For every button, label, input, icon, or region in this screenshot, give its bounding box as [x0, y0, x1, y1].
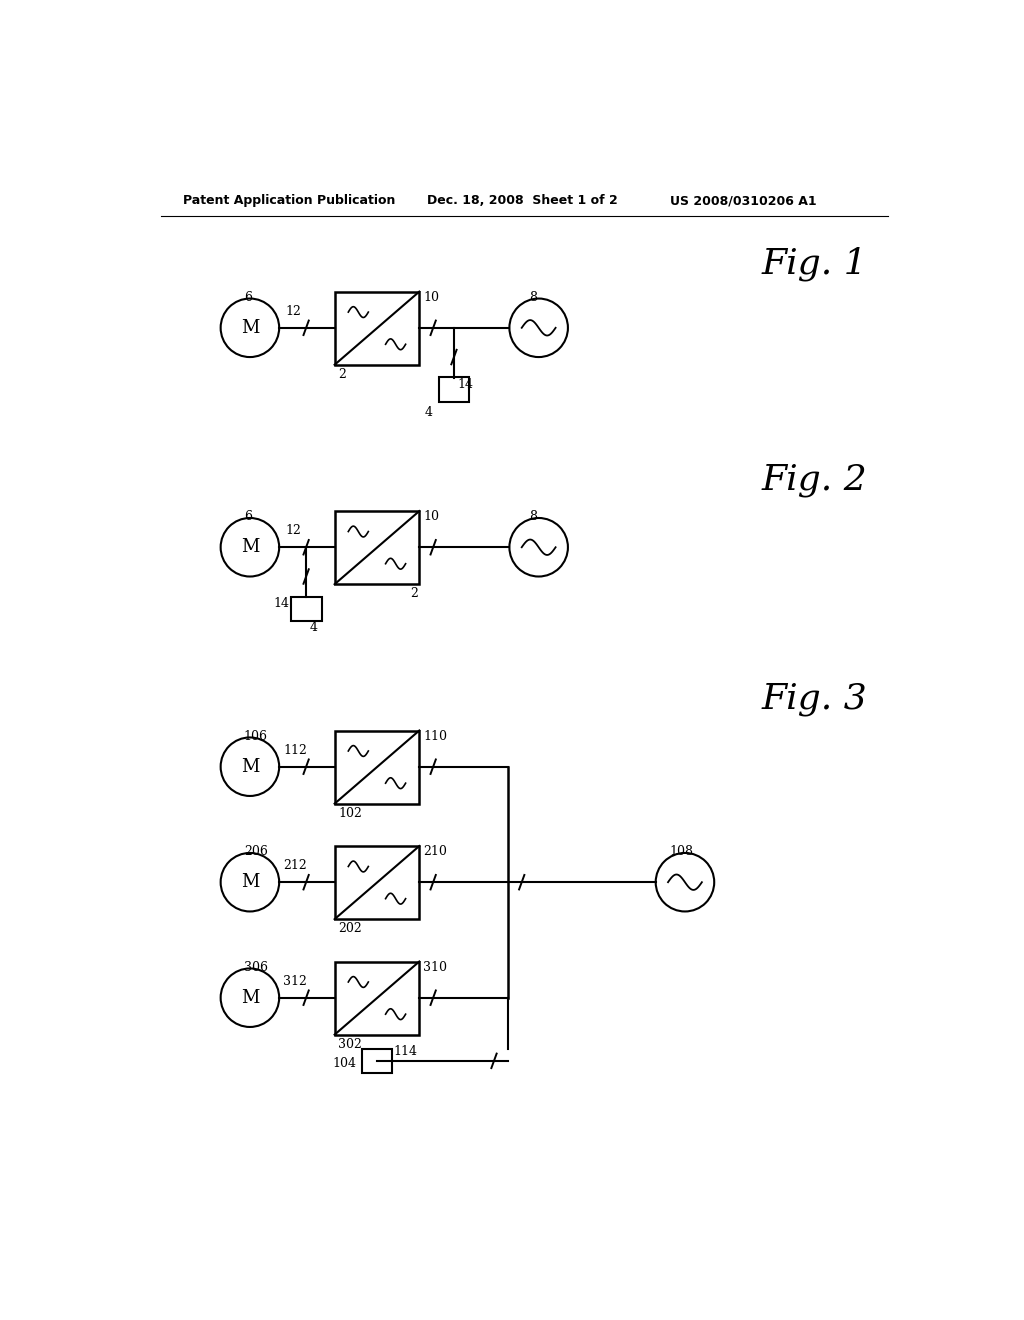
Text: 4: 4 — [425, 407, 433, 420]
Text: M: M — [241, 539, 259, 556]
Text: Fig. 1: Fig. 1 — [762, 247, 867, 281]
Text: 102: 102 — [339, 807, 362, 820]
Text: US 2008/0310206 A1: US 2008/0310206 A1 — [670, 194, 816, 207]
Text: M: M — [241, 989, 259, 1007]
Bar — [335, 511, 419, 585]
Text: 306: 306 — [244, 961, 267, 974]
Text: Fig. 3: Fig. 3 — [762, 682, 867, 715]
Text: 14: 14 — [458, 378, 474, 391]
Text: M: M — [241, 758, 259, 776]
Bar — [335, 292, 419, 364]
Text: 12: 12 — [286, 305, 301, 318]
Text: 302: 302 — [339, 1038, 362, 1051]
Text: 104: 104 — [333, 1057, 356, 1071]
Text: Fig. 2: Fig. 2 — [762, 462, 867, 496]
Text: 108: 108 — [670, 845, 693, 858]
Text: 202: 202 — [339, 923, 362, 936]
Text: 4: 4 — [310, 622, 318, 634]
Text: 6: 6 — [244, 511, 252, 523]
Text: 310: 310 — [423, 961, 447, 974]
Text: 12: 12 — [286, 524, 301, 537]
Text: 206: 206 — [244, 845, 267, 858]
Bar — [335, 961, 419, 1035]
Bar — [361, 1048, 392, 1073]
Text: 10: 10 — [423, 511, 439, 523]
Text: 110: 110 — [423, 730, 447, 743]
Text: 10: 10 — [423, 290, 439, 304]
Text: 14': 14' — [273, 598, 293, 610]
Text: Dec. 18, 2008  Sheet 1 of 2: Dec. 18, 2008 Sheet 1 of 2 — [427, 194, 617, 207]
Text: 8: 8 — [529, 511, 538, 523]
Bar — [335, 846, 419, 919]
Text: 8: 8 — [529, 290, 538, 304]
Bar — [291, 597, 322, 622]
Text: 112: 112 — [283, 743, 307, 756]
Text: 212: 212 — [283, 859, 307, 873]
Text: M: M — [241, 874, 259, 891]
Text: 106: 106 — [244, 730, 267, 743]
Text: 114: 114 — [394, 1045, 418, 1059]
Text: Patent Application Publication: Patent Application Publication — [183, 194, 395, 207]
Bar — [438, 378, 469, 401]
Text: 2: 2 — [339, 368, 346, 381]
Text: 312: 312 — [283, 974, 307, 987]
Text: 210: 210 — [423, 845, 447, 858]
Bar — [335, 730, 419, 804]
Text: M: M — [241, 319, 259, 337]
Text: 6: 6 — [244, 290, 252, 304]
Text: 2: 2 — [410, 587, 418, 601]
